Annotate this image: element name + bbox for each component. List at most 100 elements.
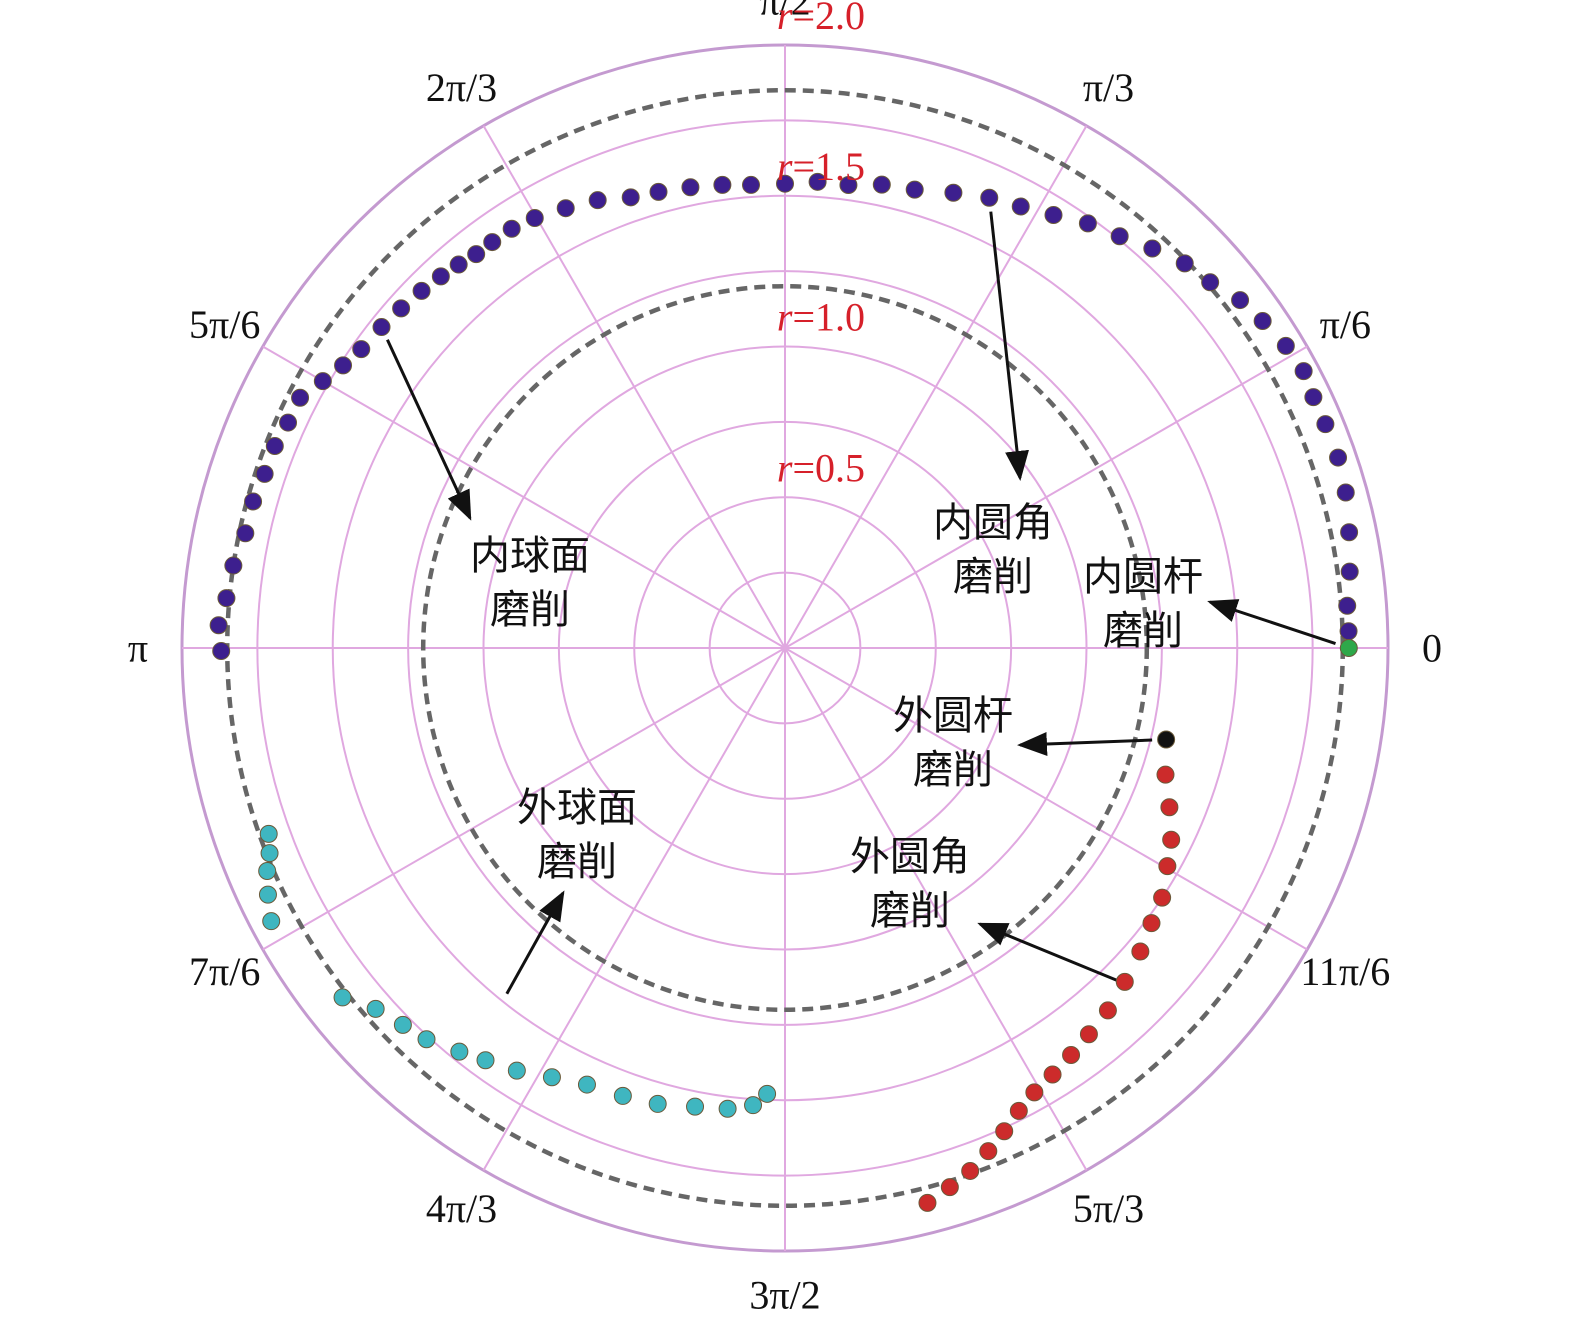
data-point [1340,562,1359,581]
data-point [1078,214,1097,233]
data-point [476,1051,495,1070]
data-point [262,912,281,931]
angular-tick-label: π/3 [1083,65,1134,110]
data-point [467,245,486,264]
data-point [212,641,231,660]
data-point [1142,914,1161,933]
grid-spoke [482,647,786,1171]
angular-tick-label: π/2 [759,0,810,24]
data-point [507,1061,526,1080]
data-point [1009,1101,1028,1120]
data-point [940,1178,959,1197]
grid-spoke [262,345,786,649]
annotation-arrows [386,211,1336,995]
data-point [449,255,468,274]
data-point [681,178,700,197]
data-point [1276,336,1295,355]
annotation-arrow [1017,731,1153,756]
data-point [431,267,450,286]
annotation-label: 磨削 [1103,608,1183,654]
data-point [260,844,279,863]
radial-tick-value: =0.5 [793,445,866,490]
data-point [412,281,431,300]
data-point [905,180,924,199]
grid-spoke [784,647,1088,1171]
annotation-label: 磨削 [870,888,950,934]
data-point [1115,972,1134,991]
data-point [1153,888,1172,907]
radial-tick-label: r=2.0 [777,0,865,38]
radial-tick-prefix: r [777,0,793,38]
data-point [1329,448,1348,467]
angular-tick-label: π [128,626,148,671]
annotation-label: 磨削 [490,587,570,633]
annotation-label: 内圆角 [933,500,1053,546]
data-point [1157,730,1176,749]
data-point [255,464,274,483]
annotation-label: 外圆杆 [893,693,1013,739]
data-point [979,1142,998,1161]
data-point [1143,239,1162,258]
data-point [393,1015,412,1034]
data-point [334,356,353,375]
radial-tick-label: r=1.5 [777,144,865,189]
annotation-arrow [989,211,1029,481]
data-point [1340,523,1359,542]
data-point [741,175,760,194]
data-point [872,175,891,194]
data-point [556,199,575,218]
data-point [686,1097,705,1116]
grid-spoke [784,647,1308,951]
data-points [209,172,1359,1212]
data-point [944,183,963,202]
radial-tick-value: =1.5 [793,144,866,189]
data-point [258,862,277,881]
annotation-arrow [1207,599,1336,646]
angular-tick-label: 0 [1422,626,1442,671]
grid-spoke [784,345,1308,649]
data-point [1044,205,1063,224]
annotation-label: 磨削 [953,554,1033,600]
polar-grid [180,43,1390,1253]
data-point [1011,197,1030,216]
grid-spoke [262,647,786,951]
data-point [417,1030,436,1049]
data-point [502,219,521,238]
angular-tick-label: 4π/3 [426,1186,497,1231]
data-point [542,1068,561,1087]
angular-tick-label: 5π/6 [189,302,260,347]
annotation-arrow [505,890,565,995]
angular-tick-label: 3π/2 [749,1273,820,1318]
data-point [1098,1001,1117,1020]
data-point [217,589,236,608]
angular-tick-labels: 0 π/6 π/3 π/2 2π/3 5π/6 π 7π/6 4π/3 3π/2 5π/3 11π/6 [128,0,1442,1318]
data-point [961,1161,980,1180]
data-point [1175,254,1194,273]
data-point [995,1122,1014,1141]
data-point [744,1096,763,1115]
data-point [648,1094,667,1113]
radial-tick-label: r=0.5 [777,445,865,490]
data-point [313,372,332,391]
data-point [1231,291,1250,310]
data-point [588,191,607,210]
data-point [808,172,827,191]
data-point [1338,596,1357,615]
data-point [613,1086,632,1105]
annotation-label: 外球面 [517,785,637,831]
data-point [1110,227,1129,246]
angular-tick-label: 7π/6 [189,949,260,994]
data-point [1062,1046,1081,1065]
data-point [291,388,310,407]
data-point [236,524,255,543]
data-point [1131,942,1150,961]
data-point [392,299,411,318]
radial-tick-prefix: r [777,144,793,189]
angular-tick-label: π/6 [1320,302,1371,347]
reference-circle [420,283,1150,1013]
data-point [366,999,385,1018]
data-point [224,556,243,575]
data-point [1336,483,1355,502]
